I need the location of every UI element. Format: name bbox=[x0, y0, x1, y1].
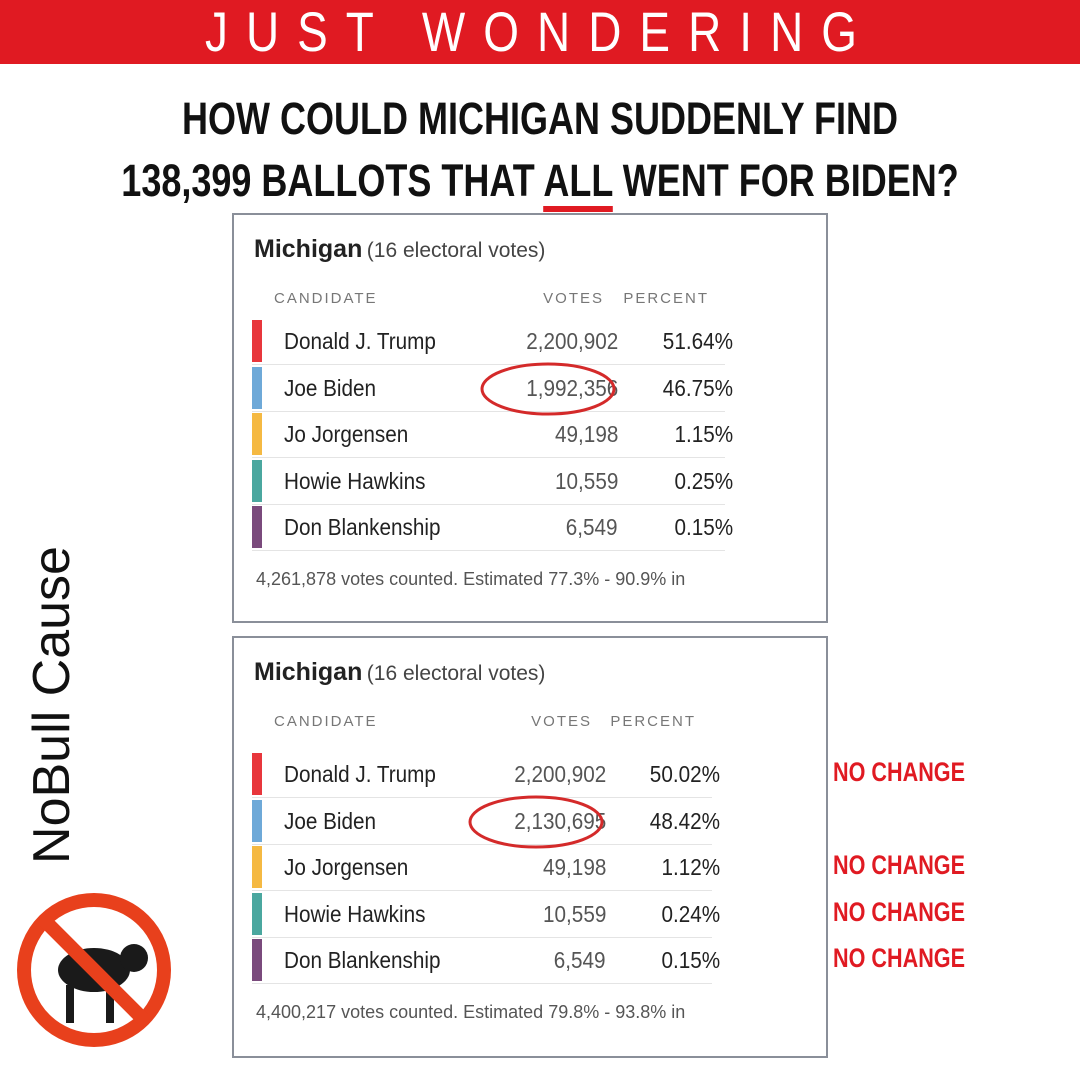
percent: 0.15% bbox=[661, 947, 720, 973]
annotation: NO CHANGE bbox=[833, 757, 966, 787]
panel-footer: 4,400,217 votes counted. Estimated 79.8%… bbox=[256, 1001, 686, 1022]
candidate-row: Don Blankenship 6,549 0.15% bbox=[252, 937, 720, 984]
candidate-row: Joe Biden 1,992,356 46.75% bbox=[252, 362, 733, 415]
party-color bbox=[252, 320, 262, 362]
party-color bbox=[252, 753, 262, 795]
results-panel: Michigan (16 electoral votes) CANDIDATE VO… bbox=[232, 636, 828, 1058]
headline-part: WENT FOR BIDEN? bbox=[612, 155, 959, 206]
candidate-row: Don Blankenship 6,549 0.15% bbox=[252, 504, 733, 551]
votes: 2,200,902 bbox=[513, 761, 606, 787]
column-header: PERCENT bbox=[610, 713, 696, 730]
candidate-name: Joe Biden bbox=[284, 374, 377, 401]
state-name: Michigan bbox=[254, 235, 363, 263]
column-header: PERCENT bbox=[623, 290, 709, 307]
party-color bbox=[252, 846, 262, 888]
panel-title: Michigan (16 electoral votes) bbox=[254, 235, 545, 264]
percent: 46.75% bbox=[662, 374, 733, 401]
electoral-votes: (16 electoral votes) bbox=[366, 239, 546, 262]
votes: 6,549 bbox=[554, 947, 606, 973]
candidate-name: Howie Hawkins bbox=[284, 900, 426, 927]
party-color bbox=[252, 366, 262, 409]
results-panel: Michigan (16 electoral votes) CANDIDATE VO… bbox=[232, 213, 828, 623]
annotation: NO CHANGE bbox=[833, 850, 966, 880]
votes: 6,549 bbox=[566, 514, 618, 540]
logo bbox=[17, 893, 171, 1047]
party-color bbox=[252, 413, 262, 455]
annotation: NO CHANGE bbox=[833, 943, 966, 973]
party-color bbox=[252, 892, 262, 935]
column-header: CANDIDATE bbox=[274, 290, 378, 307]
headline-emphasis: ALL bbox=[543, 155, 613, 212]
annotation: NO CHANGE bbox=[833, 896, 966, 927]
party-color bbox=[252, 459, 262, 502]
candidate-row: Howie Hawkins 10,559 0.24% bbox=[252, 891, 720, 938]
watermark: NoBull Cause bbox=[23, 546, 81, 864]
percent: 0.24% bbox=[661, 900, 720, 927]
panel-footer: 4,261,878 votes counted. Estimated 77.3%… bbox=[256, 568, 686, 589]
candidate-name: Don Blankenship bbox=[284, 947, 441, 973]
banner: JUST WONDERING bbox=[0, 0, 1080, 64]
percent: 0.25% bbox=[674, 467, 733, 494]
candidate-row: Donald J. Trump 2,200,902 51.64% bbox=[252, 318, 733, 365]
percent: 1.15% bbox=[674, 421, 733, 447]
candidate-row: Joe Biden 2,130,695 48.42% bbox=[252, 795, 720, 848]
candidate-name: Jo Jorgensen bbox=[284, 854, 409, 880]
candidate-name: Jo Jorgensen bbox=[284, 421, 409, 447]
votes: 49,198 bbox=[542, 854, 606, 880]
candidate-row: Jo Jorgensen 49,198 1.12% bbox=[252, 844, 720, 891]
votes: 10,559 bbox=[542, 900, 606, 927]
candidate-row: Howie Hawkins 10,559 0.25% bbox=[252, 458, 733, 505]
votes: 10,559 bbox=[554, 467, 618, 494]
candidate-name: Joe Biden bbox=[284, 807, 377, 834]
party-color bbox=[252, 939, 262, 981]
percent: 51.64% bbox=[662, 328, 733, 354]
candidate-name: Donald J. Trump bbox=[284, 328, 436, 354]
state-name: Michigan bbox=[254, 658, 363, 686]
percent: 0.15% bbox=[674, 514, 733, 540]
candidate-row: Donald J. Trump 2,200,902 50.02% bbox=[252, 751, 720, 798]
panel-title: Michigan (16 electoral votes) bbox=[254, 658, 545, 687]
highlight-circle bbox=[480, 362, 616, 415]
candidate-name: Don Blankenship bbox=[284, 514, 441, 540]
headline: HOW COULD MICHIGAN SUDDENLY FIND bbox=[181, 93, 899, 144]
percent: 50.02% bbox=[649, 761, 720, 787]
banner-text: JUST WONDERING bbox=[204, 0, 876, 63]
votes: 49,198 bbox=[554, 421, 618, 447]
column-header: CANDIDATE bbox=[274, 713, 378, 730]
electoral-votes: (16 electoral votes) bbox=[366, 662, 546, 685]
candidate-row: Jo Jorgensen 49,198 1.15% bbox=[252, 411, 733, 458]
votes: 1,992,356 bbox=[525, 374, 618, 401]
column-header: VOTES bbox=[531, 713, 592, 730]
percent: 48.42% bbox=[649, 807, 720, 834]
party-color bbox=[252, 799, 262, 842]
percent: 1.12% bbox=[661, 854, 720, 880]
headline: 138,399 BALLOTS THAT ALL WENT FOR BIDEN? bbox=[108, 155, 972, 212]
headline-part: 138,399 BALLOTS THAT bbox=[121, 155, 544, 206]
candidate-name: Howie Hawkins bbox=[284, 467, 426, 494]
party-color bbox=[252, 506, 262, 548]
column-header: VOTES bbox=[543, 290, 604, 307]
votes: 2,130,695 bbox=[513, 807, 606, 834]
highlight-circle bbox=[468, 795, 604, 848]
candidate-name: Donald J. Trump bbox=[284, 761, 436, 787]
votes: 2,200,902 bbox=[525, 328, 618, 354]
